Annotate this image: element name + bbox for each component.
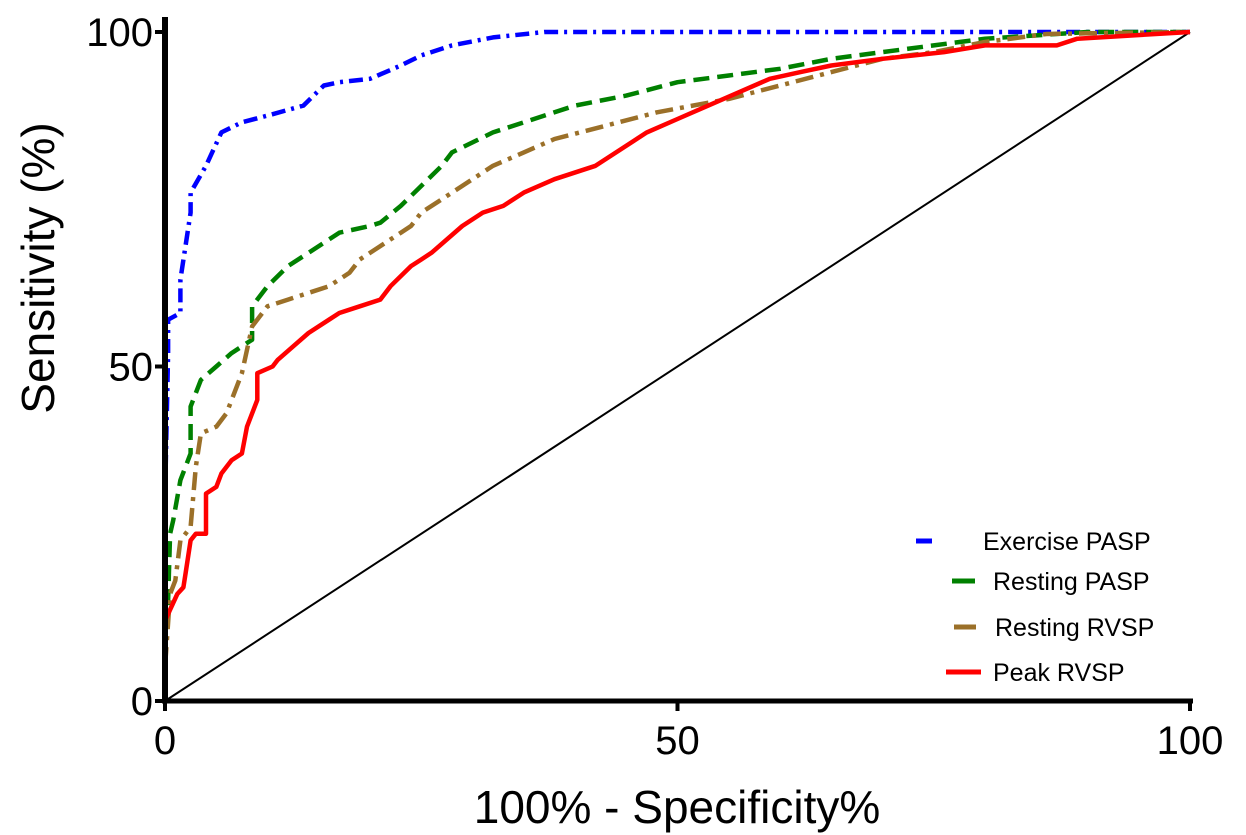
x-tick-labels: 0 50 100	[154, 701, 1224, 763]
x-tick-label: 50	[655, 719, 700, 763]
x-axis-title: 100% - Specificity%	[474, 781, 881, 833]
series-line-resting-pasp	[162, 29, 1190, 701]
series-line-resting-rvsp	[162, 29, 1191, 701]
y-tick-label: 100	[86, 11, 153, 55]
legend-label-resting-rvsp: Resting RVSP	[995, 614, 1154, 642]
reference-line-layer	[164, 31, 1191, 702]
legend-label-peak-rvsp: Peak RVSP	[993, 659, 1125, 687]
y-axis-title: Sensitivity (%)	[12, 122, 64, 413]
series-line-exercise-pasp	[162, 29, 1190, 701]
legend-label-resting-pasp: Resting PASP	[993, 568, 1150, 596]
legend-label-exercise-pasp: Exercise PASP	[983, 528, 1151, 556]
x-tick-label: 100	[1157, 719, 1224, 763]
x-tick-label: 0	[154, 719, 176, 763]
reference-diagonal-line	[164, 31, 1191, 702]
y-tick-label: 0	[131, 680, 153, 724]
series-layer	[162, 29, 1191, 701]
y-tick-label: 50	[109, 346, 154, 390]
y-tick-labels: 0 50 100	[86, 11, 165, 724]
legend: Exercise PASP Resting PASP Resting RVSP Pea…	[916, 528, 1154, 687]
series-line-peak-rvsp	[162, 29, 1191, 701]
